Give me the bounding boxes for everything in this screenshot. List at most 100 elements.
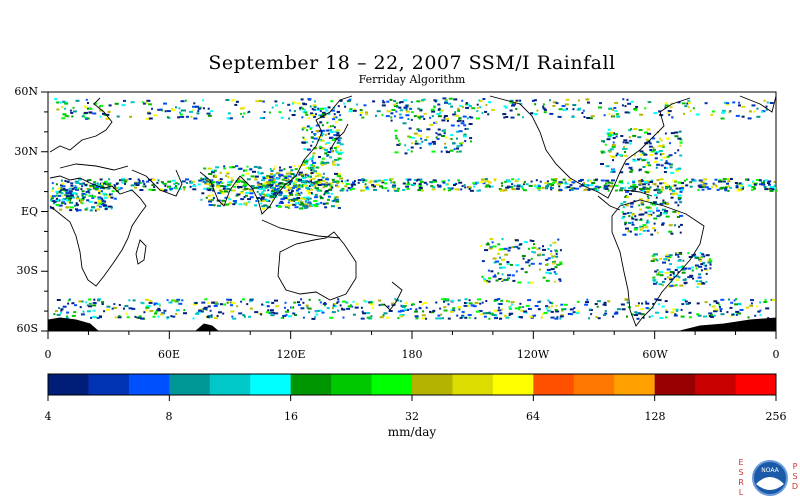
rain-pixel [289,109,292,112]
rain-pixel [627,182,630,185]
rain-pixel [527,259,531,262]
rain-pixel [305,173,308,176]
rain-pixel [311,159,314,162]
rain-pixel [177,183,180,186]
rain-pixel [624,221,628,224]
rain-pixel [297,199,300,202]
rain-pixel [315,124,320,127]
rain-pixel [576,310,580,313]
rain-pixel [395,110,398,113]
rain-pixel [754,314,757,317]
rain-pixel [511,183,514,186]
rain-pixel [603,301,607,304]
rain-pixel [371,185,375,188]
rain-pixel [325,161,330,164]
rain-pixel [232,203,236,206]
rain-pixel [654,253,658,256]
rain-pixel [242,106,246,109]
rain-pixel [235,183,239,186]
rain-pixel [641,183,646,186]
rain-pixel [244,194,248,197]
rain-pixel [368,181,372,184]
rain-pixel [258,188,262,191]
rain-pixel [597,186,600,189]
rain-pixel [362,189,366,192]
rain-pixel [60,311,62,314]
rain-pixel [435,121,437,124]
rain-pixel [584,303,589,306]
rain-pixel [303,108,306,111]
rain-pixel [413,115,417,118]
rain-pixel [329,156,333,159]
rain-pixel [170,315,173,318]
rain-pixel [729,306,733,309]
rain-pixel [260,202,263,205]
rain-pixel [628,215,631,218]
rain-pixel [494,317,498,320]
rain-pixel [677,137,682,140]
rain-pixel [331,178,335,181]
rain-pixel [390,178,394,181]
lat-label-60n: 60N [14,85,38,98]
cb-label-4: 4 [44,410,52,423]
rain-pixel [518,316,523,319]
rain-pixel [582,109,585,112]
rain-pixel [313,147,317,150]
rain-pixel [430,311,435,314]
rain-pixel [305,162,308,165]
rain-pixel [541,313,544,316]
rain-pixel [675,253,679,256]
rain-pixel [537,300,541,303]
rain-pixel [96,317,100,319]
rain-pixel [668,230,673,233]
rain-pixel [84,193,87,196]
rain-pixel [562,308,567,311]
rain-pixel [311,163,313,166]
rain-pixel [287,201,290,204]
rain-pixel [346,179,349,182]
rain-pixel [456,120,460,123]
rain-pixel [443,188,446,191]
rain-pixel [209,309,212,312]
rain-pixel [437,314,441,317]
rain-pixel [270,314,275,317]
rain-pixel [497,252,500,255]
rain-pixel [705,264,708,267]
rain-pixel [306,306,309,309]
rain-pixel [435,136,438,139]
rain-pixel [64,188,69,191]
rain-pixel [149,300,153,303]
rain-pixel [551,302,554,305]
rain-pixel [60,186,63,189]
rain-pixel [86,304,89,307]
rain-pixel [254,311,259,314]
rain-pixel [468,105,472,107]
rain-pixel [555,180,557,183]
rain-pixel [395,134,398,137]
rain-pixel [656,188,661,191]
rain-pixel [230,99,235,102]
rain-pixel [312,165,316,168]
rain-pixel [59,208,63,211]
rain-pixel [303,148,307,151]
rain-pixel [583,116,586,118]
rain-pixel [348,110,353,113]
rain-pixel [311,140,314,143]
rain-pixel [189,180,193,183]
rain-pixel [125,312,128,315]
rain-pixel [681,182,685,184]
rain-pixel [561,105,566,108]
rain-pixel [68,192,73,195]
rain-pixel [719,310,722,313]
rain-pixel [747,184,752,187]
rain-pixel [216,186,221,189]
rain-pixel [74,204,76,207]
rain-pixel [290,190,294,193]
rain-pixel [460,188,463,191]
rain-pixel [99,184,104,187]
rain-pixel [410,184,415,186]
rain-pixel [465,302,468,304]
rain-pixel [671,185,674,188]
rain-pixel [335,180,340,183]
rain-pixel [381,186,384,189]
